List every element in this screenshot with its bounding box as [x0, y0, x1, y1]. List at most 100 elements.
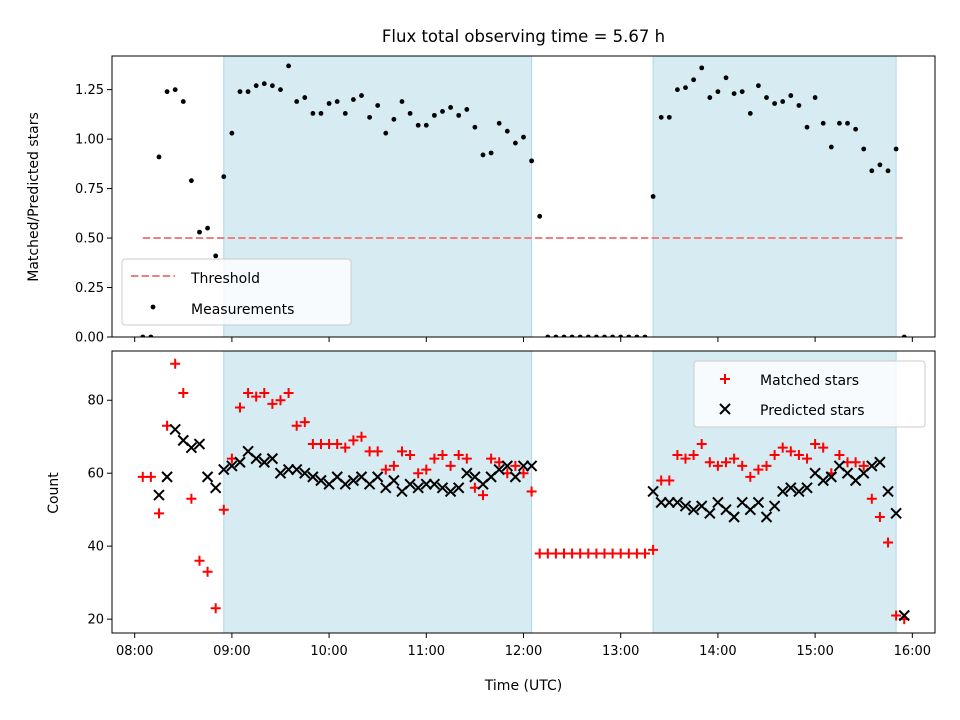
predicted-point	[347, 474, 360, 487]
measurement-point	[739, 89, 745, 95]
measurement-point	[626, 334, 632, 337]
matched-point	[858, 460, 869, 471]
measurement-point	[634, 334, 640, 337]
predicted-point	[371, 471, 384, 483]
y-tick-label: 20	[87, 613, 104, 628]
matched-point	[429, 453, 440, 464]
measurement-point	[310, 110, 316, 116]
predicted-point	[282, 463, 295, 476]
y-tick-label: 0.00	[75, 331, 104, 346]
measurement-point	[901, 334, 907, 337]
bottom-y-axis-label: Count	[46, 472, 62, 514]
measurement-point	[561, 334, 567, 337]
matched-point	[267, 398, 278, 409]
measurement-point	[594, 334, 599, 337]
legend-label: Threshold	[190, 271, 260, 287]
measurement-point	[893, 146, 899, 152]
measurement-point	[683, 85, 688, 91]
predicted-point	[428, 478, 441, 490]
predicted-point	[412, 482, 424, 494]
measurement-point	[229, 130, 235, 136]
matched-point	[712, 460, 723, 471]
predicted-point	[517, 460, 530, 472]
predicted-point	[704, 507, 716, 520]
predicted-point	[452, 482, 465, 494]
x-tick-label: 08:00	[116, 644, 153, 659]
measurement-point	[213, 253, 219, 259]
measurement-point	[164, 89, 170, 95]
measurement-point	[764, 95, 769, 100]
predicted-point	[404, 478, 416, 490]
measurement-point	[318, 110, 324, 116]
legend-label: Matched stars	[760, 373, 859, 389]
measurement-point	[456, 112, 462, 118]
matched-point	[777, 442, 788, 453]
predicted-point	[874, 456, 886, 468]
predicted-point	[768, 500, 781, 512]
measurement-point	[375, 103, 381, 108]
measurement-point	[480, 152, 486, 158]
matched-point	[486, 453, 497, 464]
predicted-point	[274, 467, 287, 479]
matched-point	[291, 420, 302, 431]
matched-point	[834, 449, 845, 460]
series-matched-stars	[137, 358, 910, 625]
matched-point	[299, 417, 310, 428]
matched-point	[753, 464, 764, 475]
y-tick-label: 80	[87, 394, 104, 409]
predicted-point	[266, 452, 279, 465]
predicted-point	[760, 511, 773, 523]
measurement-point	[715, 89, 721, 95]
predicted-point	[209, 482, 222, 494]
predicted-point	[785, 482, 797, 494]
predicted-point	[250, 452, 262, 465]
matched-point	[194, 555, 205, 566]
measurement-point	[504, 128, 510, 134]
predicted-point	[679, 500, 692, 512]
predicted-point	[663, 496, 676, 509]
measurement-point	[691, 77, 697, 83]
predicted-point	[307, 471, 319, 483]
matched-point	[874, 511, 885, 522]
matched-point	[348, 435, 359, 446]
measurement-point	[796, 103, 802, 108]
measurement-point	[747, 110, 753, 116]
predicted-point	[153, 489, 165, 501]
measurement-point	[423, 122, 429, 128]
measurement-point	[618, 334, 624, 337]
predicted-point	[509, 471, 522, 483]
matched-point	[388, 460, 399, 471]
measurement-point	[488, 150, 494, 156]
predicted-point	[525, 460, 538, 472]
matched-point	[648, 544, 659, 555]
predicted-point	[866, 460, 878, 472]
measurement-point	[602, 334, 607, 337]
x-tick-label: 15:00	[796, 644, 833, 659]
predicted-point	[793, 485, 805, 498]
measurement-point	[845, 120, 850, 126]
measurement-point	[399, 99, 405, 104]
predicted-point	[777, 485, 789, 498]
measurement-point	[180, 99, 186, 104]
measurement-point	[156, 154, 162, 160]
predicted-point	[671, 496, 684, 509]
matched-point	[526, 486, 537, 497]
predicted-point	[817, 474, 829, 487]
matched-point	[680, 453, 691, 464]
predicted-point	[299, 467, 311, 479]
measurement-point	[853, 126, 859, 132]
predicted-point	[501, 460, 514, 472]
matched-point	[396, 446, 407, 457]
measurement-point	[772, 101, 778, 106]
matched-point	[891, 610, 902, 621]
legend-measurements-swatch	[150, 304, 156, 310]
measurement-point	[188, 178, 194, 184]
top-panel: 0.00 0.25 0.50 0.75 1.00 1.25 Threshold Measure…	[75, 55, 936, 346]
y-tick-label: 1.00	[75, 133, 104, 148]
measurement-point	[642, 334, 648, 337]
matched-point	[721, 457, 732, 468]
measurement-point	[205, 225, 210, 231]
matched-point	[461, 453, 472, 464]
measurement-point	[294, 99, 300, 104]
